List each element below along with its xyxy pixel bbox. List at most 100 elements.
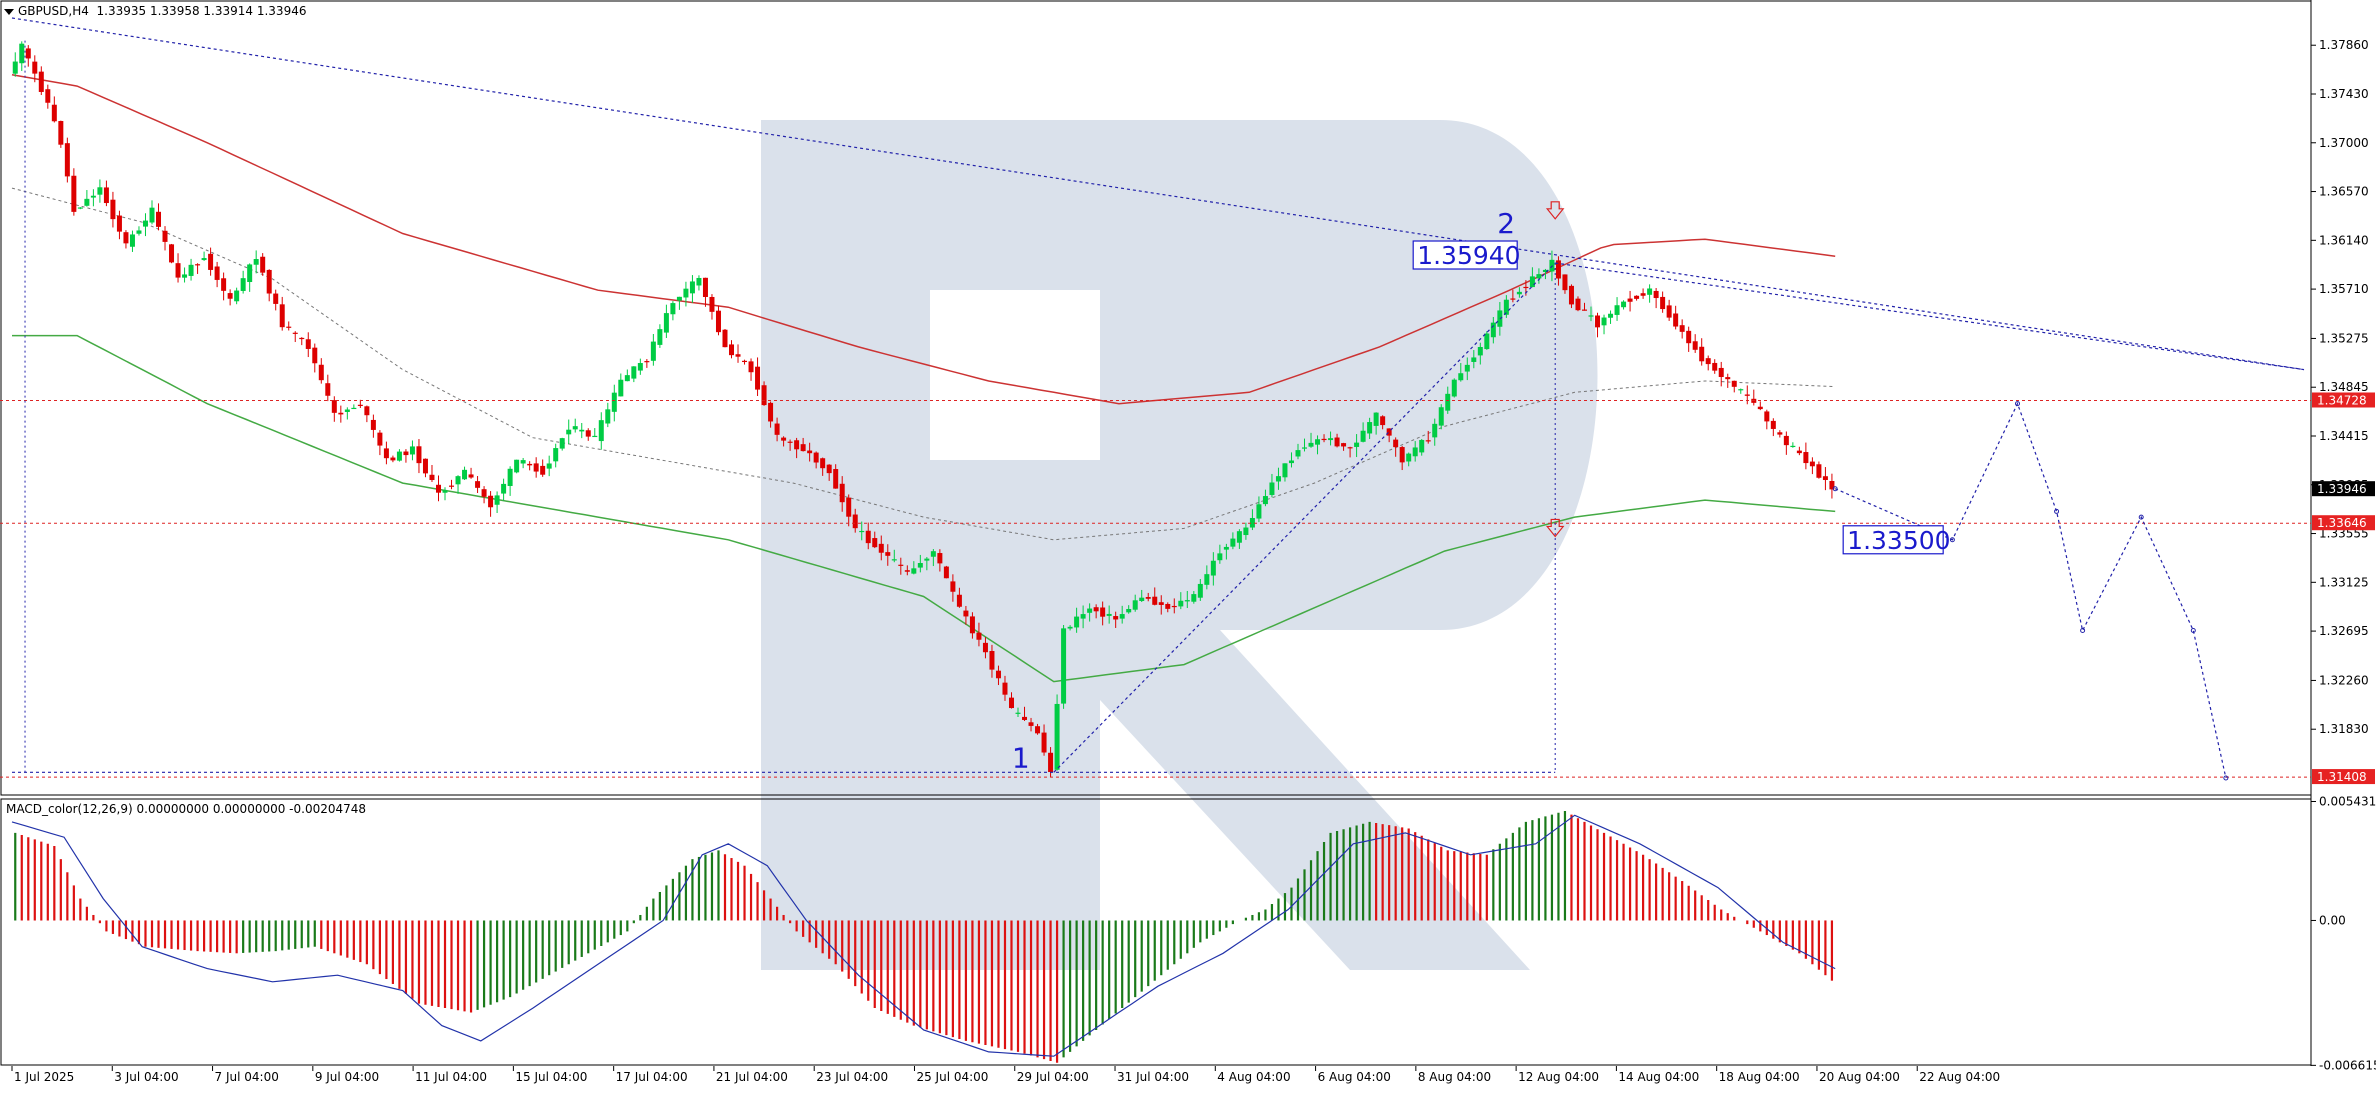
time-tick-label: 22 Aug 04:00 bbox=[1919, 1070, 2000, 1084]
candle-body bbox=[1288, 460, 1294, 464]
candle-body bbox=[1308, 442, 1314, 447]
macd-tick-label: -0.0066158 bbox=[2319, 1058, 2376, 1072]
candle-body bbox=[435, 484, 441, 493]
candle-body bbox=[1744, 394, 1750, 396]
main-grid bbox=[0, 0, 2312, 1066]
candle-body bbox=[25, 48, 31, 59]
watermark-logo bbox=[761, 120, 1598, 970]
candle-body bbox=[1790, 445, 1796, 448]
candle-body bbox=[45, 89, 51, 103]
candle-body bbox=[1699, 346, 1705, 362]
candle-body bbox=[123, 232, 129, 244]
candle-body bbox=[1217, 553, 1223, 561]
candle-body bbox=[852, 514, 858, 529]
candle-body bbox=[97, 187, 103, 195]
candle-body bbox=[1816, 464, 1822, 478]
candle-body bbox=[442, 490, 448, 493]
candle-body bbox=[1399, 447, 1405, 463]
candle-body bbox=[540, 465, 546, 475]
candle-body bbox=[826, 464, 832, 474]
time-tick-label: 12 Aug 04:00 bbox=[1518, 1070, 1599, 1084]
forecast-node bbox=[1832, 486, 1838, 492]
candle-body bbox=[468, 474, 474, 478]
candle-body bbox=[878, 543, 884, 553]
candle-body bbox=[1614, 305, 1620, 315]
candle-body bbox=[1106, 613, 1112, 616]
candle-body bbox=[51, 104, 57, 122]
candle-body bbox=[709, 296, 715, 312]
candle-body bbox=[937, 553, 943, 564]
candle-body bbox=[169, 244, 175, 263]
candle-body bbox=[598, 420, 604, 442]
level-price-tag-text: 1.31408 bbox=[2317, 770, 2367, 784]
candle-body bbox=[1419, 439, 1425, 453]
candle-body bbox=[1523, 286, 1529, 289]
candle-body bbox=[755, 366, 761, 390]
candle-body bbox=[475, 481, 481, 488]
collapse-triangle-icon[interactable] bbox=[4, 8, 14, 15]
candle-body bbox=[1302, 447, 1308, 449]
candle-body bbox=[1803, 452, 1809, 464]
candle-body bbox=[644, 361, 650, 363]
level-price-tag bbox=[2312, 769, 2375, 785]
candle-body bbox=[813, 452, 819, 463]
candle-body bbox=[1230, 538, 1236, 547]
candle-body bbox=[917, 563, 923, 568]
level-price-tag-text: 1.33646 bbox=[2317, 516, 2367, 530]
candle-body bbox=[71, 175, 77, 212]
price-tick-label: 1.31830 bbox=[2319, 722, 2369, 736]
candle-body bbox=[370, 419, 376, 430]
candle-body bbox=[1627, 298, 1633, 302]
candle-body bbox=[1054, 703, 1060, 770]
candle-body bbox=[279, 304, 285, 328]
candle-body bbox=[208, 253, 214, 270]
candle-body bbox=[195, 264, 201, 266]
time-tick-label: 15 Jul 04:00 bbox=[515, 1070, 587, 1084]
candle-body bbox=[1119, 614, 1125, 619]
time-tick-label: 4 Aug 04:00 bbox=[1217, 1070, 1290, 1084]
current-price-tag bbox=[2312, 481, 2375, 497]
candle-body bbox=[403, 451, 409, 456]
forecast-node bbox=[2223, 775, 2229, 781]
candle-body bbox=[924, 558, 930, 561]
candle-body bbox=[488, 495, 494, 508]
candle-body bbox=[794, 440, 800, 450]
candle-body bbox=[1438, 407, 1444, 426]
candle-body bbox=[624, 375, 630, 382]
candle-body bbox=[156, 211, 162, 227]
candle-body bbox=[1608, 313, 1614, 318]
candle-body bbox=[676, 296, 682, 301]
candle-body bbox=[774, 423, 780, 435]
candle-body bbox=[188, 264, 194, 276]
trend-line bbox=[1053, 262, 1556, 773]
candle-body bbox=[84, 198, 90, 206]
candle-body bbox=[761, 385, 767, 406]
price-tick-label: 1.34415 bbox=[2319, 429, 2369, 443]
down-arrow-icon bbox=[1545, 201, 1565, 220]
candle-body bbox=[182, 274, 188, 278]
candle-body bbox=[1178, 600, 1184, 607]
candle-body bbox=[715, 310, 721, 333]
candle-body bbox=[683, 288, 689, 298]
candle-body bbox=[1406, 453, 1412, 462]
candle-body bbox=[305, 339, 311, 349]
candle-body bbox=[898, 564, 904, 566]
price-tick-label: 1.35275 bbox=[2319, 331, 2369, 345]
price-tick-label: 1.37860 bbox=[2319, 38, 2369, 52]
candle-body bbox=[1673, 313, 1679, 327]
candle-body bbox=[820, 458, 826, 469]
candle-body bbox=[1660, 296, 1666, 310]
candle-body bbox=[142, 220, 148, 227]
candle-body bbox=[1152, 596, 1158, 605]
candle-body bbox=[312, 347, 318, 364]
target-price-label: 1.33500 bbox=[1847, 526, 1950, 555]
candle-body bbox=[1035, 726, 1041, 734]
candle-body bbox=[1100, 607, 1106, 617]
candle-body bbox=[1555, 260, 1561, 279]
candle-body bbox=[1087, 608, 1093, 613]
candle-body bbox=[553, 448, 559, 462]
candle-body bbox=[1458, 373, 1464, 381]
price-tick-label: 1.33125 bbox=[2319, 575, 2369, 589]
